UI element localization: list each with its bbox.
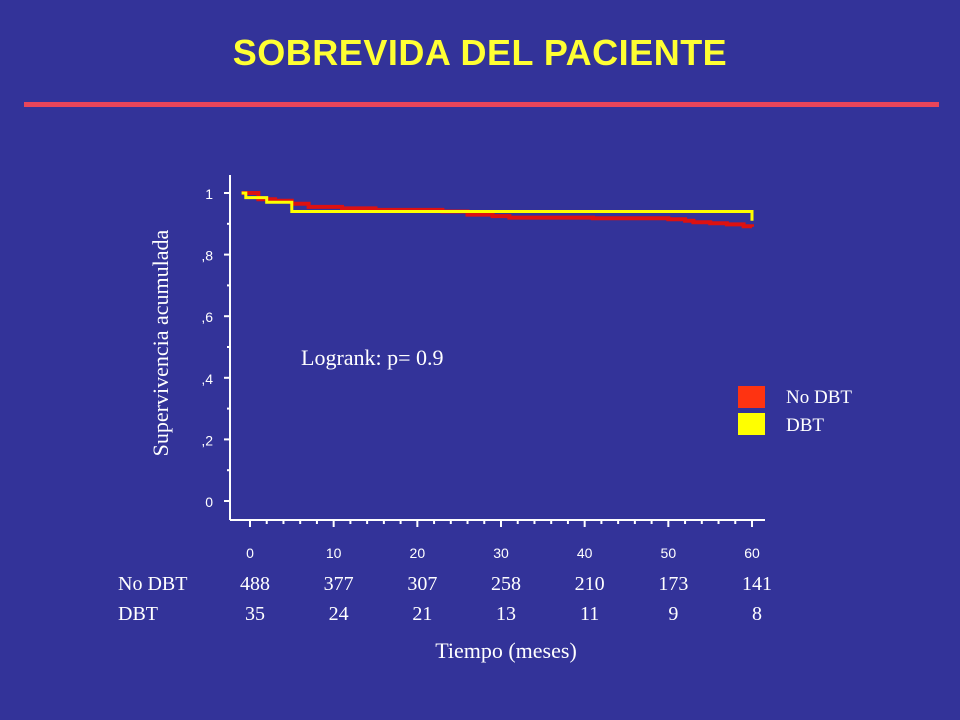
- chart-axes: [224, 175, 765, 527]
- y-tick-label: ,2: [201, 432, 213, 448]
- series-line-dbt: [241, 191, 754, 221]
- risk-value: 21: [412, 603, 432, 625]
- x-tick-label: 10: [326, 545, 342, 561]
- y-tick-label: ,8: [201, 248, 213, 264]
- risk-table: No DBT DBT 488 377 307 258 210 173 141 35 24 21 13…: [118, 573, 772, 625]
- risk-value: 377: [324, 573, 354, 595]
- risk-value: 35: [245, 603, 265, 625]
- slide-title: SOBREVIDA DEL PACIENTE: [232, 32, 728, 73]
- series-line-no-dbt: [241, 191, 754, 229]
- legend: No DBT DBT: [738, 386, 852, 436]
- risk-row-label-dbt: DBT: [118, 603, 158, 625]
- chart-series: [241, 191, 754, 229]
- x-axis-label: Tiempo (meses): [435, 638, 577, 663]
- risk-value: 307: [407, 573, 437, 595]
- risk-value: 173: [658, 573, 688, 595]
- risk-value: 11: [580, 603, 599, 625]
- y-tick-label: 1: [205, 186, 213, 202]
- risk-value: 488: [240, 573, 270, 595]
- legend-swatch-dbt: [738, 413, 765, 435]
- logrank-annotation: Logrank: p= 0.9: [301, 345, 444, 370]
- x-tick-label: 20: [410, 545, 426, 561]
- risk-row-label-no-dbt: No DBT: [118, 573, 187, 595]
- x-tick-label: 0: [246, 545, 254, 561]
- chart-tick-labels: 0,2,4,6,810 10 20 30 40 50 60: [201, 186, 760, 561]
- risk-value: 258: [491, 573, 521, 595]
- legend-label-dbt: DBT: [786, 415, 824, 436]
- x-tick-label: 60: [744, 545, 760, 561]
- risk-value: 141: [742, 573, 772, 595]
- risk-value: 210: [575, 573, 605, 595]
- y-axis-label: Supervivencia acumulada: [148, 229, 173, 456]
- y-tick-label: ,6: [201, 309, 213, 325]
- legend-label-no-dbt: No DBT: [786, 387, 852, 408]
- x-tick-label: 40: [577, 545, 593, 561]
- risk-value: 24: [329, 603, 349, 625]
- y-tick-label: ,4: [201, 371, 213, 387]
- risk-value: 13: [496, 603, 516, 625]
- x-tick-label: 50: [661, 545, 677, 561]
- risk-value: 9: [668, 603, 678, 625]
- title-divider: [24, 102, 939, 107]
- y-tick-label: 0: [205, 494, 213, 510]
- legend-swatch-no-dbt: [738, 386, 765, 408]
- risk-value: 8: [752, 603, 762, 625]
- x-tick-label: 30: [493, 545, 509, 561]
